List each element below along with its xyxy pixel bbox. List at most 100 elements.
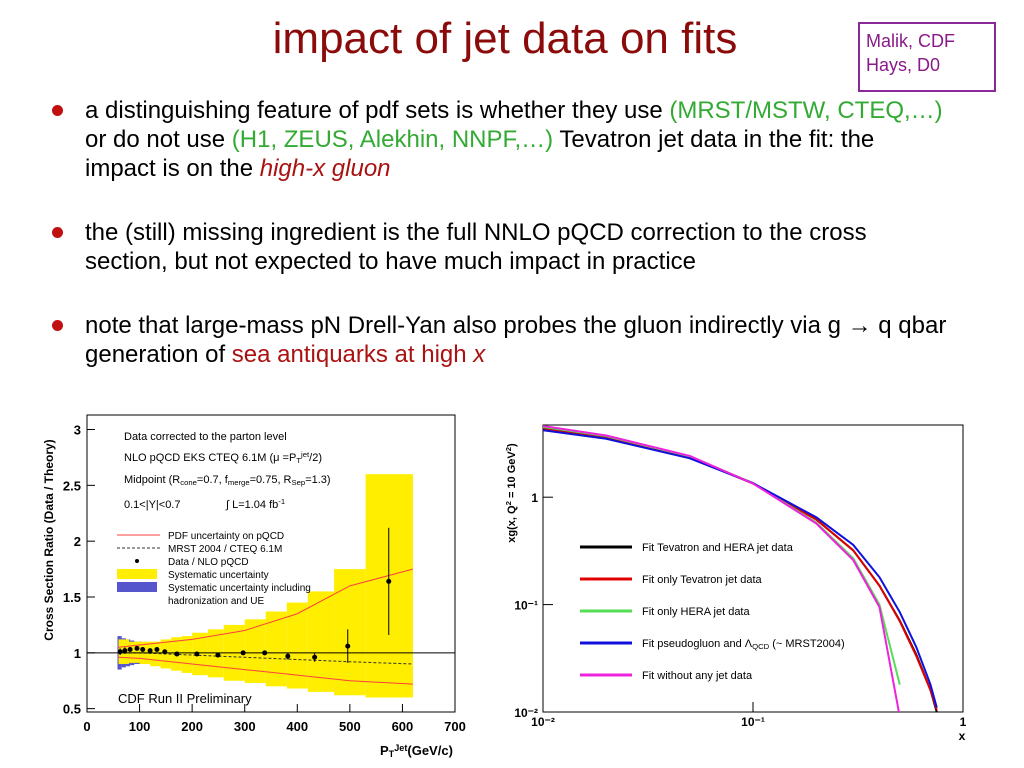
text-part: T [389,749,395,759]
data-point [174,651,180,657]
uncertainty-band [181,636,193,673]
legend-label: PDF uncertainty on pQCD [168,531,284,542]
data-point [194,651,200,657]
text-part: Fit pseudogluon and Λ [642,638,753,650]
text-part: merge [228,478,250,487]
text-part: QCD [752,642,770,651]
y-tick-label: 1 [74,646,81,661]
annotation: NLO pQCD EKS CTEQ 6.1M (μ =PTjet/2) [124,450,322,465]
uncertainty-band [286,602,308,689]
pdf-uncertainty-line [118,568,414,648]
x-tick-label: 200 [181,719,203,734]
pdf-uncertainty-line [118,656,413,685]
text-part: Fit Tevatron and HERA jet data [642,542,794,554]
x-tick-label: 10⁻² [531,715,555,729]
legend-label: Data / NLO pQCD [168,557,249,568]
y-tick-label: 1 [531,491,538,505]
bullet-text: x [473,341,486,368]
text-part: /2) [309,452,322,464]
legend-label: Fit only HERA jet data [642,606,750,618]
uncertainty-band [307,591,335,692]
uncertainty-band [334,569,366,696]
bullet-list: a distinguishing feature of pdf sets is … [50,96,950,404]
y-tick-label: 3 [74,423,81,438]
text-part: T [296,456,301,465]
plot-area [542,424,964,713]
uncertainty-band [207,629,224,678]
data-point [140,646,146,652]
text-part: = 10 GeV [506,451,518,502]
text-part: 2 [504,501,513,505]
x-axis-label: x [959,729,966,743]
x-tick-label: 500 [339,719,361,734]
annotation: Midpoint (Rcone=0.7, fmerge=0.75, RSep=1… [124,474,331,487]
text-part: jet [300,450,310,459]
legend-label: Fit only Tevatron jet data [642,574,763,586]
slide-title: impact of jet data on fits [272,14,738,63]
y-tick-label: 2.5 [63,478,81,493]
text-part: Fit only HERA jet data [642,606,750,618]
y-tick-label: 10⁻¹ [514,599,538,613]
text-part: Jet [394,743,407,753]
bullet-text: note that large-mass pN Drell-Yan also p… [85,312,947,368]
data-point [122,648,128,654]
text-part: Data corrected to the parton level [124,431,287,443]
legend-label: Fit without any jet data [642,670,753,682]
legend-label: Systematic uncertainty including [168,583,311,594]
run-label: CDF Run II Preliminary [118,691,252,706]
text-part: NLO pQCD EKS CTEQ 6.1M (μ =P [124,452,296,464]
x-tick-label: 600 [392,719,414,734]
x-tick-label: 100 [129,719,151,734]
x-tick-label: 400 [286,719,308,734]
data-point [147,648,153,654]
text-part: xg(x, Q [506,505,518,543]
bullet-text: high-x gluon [259,155,391,182]
bullet: note that large-mass pN Drell-Yan also p… [50,311,950,369]
x-tick-label: 300 [234,719,256,734]
y-tick-label: 0.5 [63,702,81,717]
data-point [386,578,392,584]
text-part: cone [180,478,197,487]
legend-label: Fit pseudogluon and ΛQCD (~ MRST2004) [642,638,845,651]
y-axis-label: Cross Section Ratio (Data / Theory) [42,439,56,640]
data-point [215,652,221,658]
x-axis-label: PTJet(GeV/c) [380,743,453,759]
legend-swatch [117,569,157,579]
bullet: the (still) missing ingredient is the fu… [50,218,950,276]
y-tick-label: 1.5 [63,590,81,605]
x-tick-label: 1 [960,715,967,729]
legend-label: Systematic uncertainty [168,570,269,581]
data-point [117,649,123,655]
data-point [345,643,351,649]
legend-label: Fit Tevatron and HERA jet data [642,542,794,554]
bullet-text: a distinguishing feature of pdf sets is … [85,97,670,124]
bullet-text: the (still) missing ingredient is the fu… [85,219,867,275]
legend-swatch [117,582,157,592]
x-tick-label: 0 [83,719,90,734]
bullet-text: or do not use [85,126,232,153]
bullet-text: (MRST/MSTW, CTEQ,…) [669,97,943,124]
text-part: Sep [292,478,306,487]
bullet-text: Tevatron jet data in the fit: the impact… [85,126,875,182]
text-part: ) [506,443,518,447]
text-part: =0.75, R [250,474,292,486]
y-axis-label: xg(x, Q2 = 10 GeV2) [504,443,518,543]
text-part: 2 [504,447,513,451]
pdf-curve [543,425,900,712]
data-point [154,646,160,652]
text-part: (~ MRST2004) [769,638,845,650]
data-point [162,649,168,655]
data-point [127,646,133,652]
author-note: Malik, CDF Hays, D0 [858,22,996,92]
text-part: P [380,743,389,758]
text-part: Midpoint (R [124,474,180,486]
text-part: =1.3) [305,474,330,486]
note-line: Hays, D0 [866,55,941,75]
x-tick-label: 10⁻¹ [741,715,765,729]
uncertainty-band [244,619,266,683]
annotation: 0.1<|Y|<0.7 [124,499,180,511]
text-part: -1 [278,497,285,506]
bullet-text: sea antiquarks at high [231,341,474,368]
